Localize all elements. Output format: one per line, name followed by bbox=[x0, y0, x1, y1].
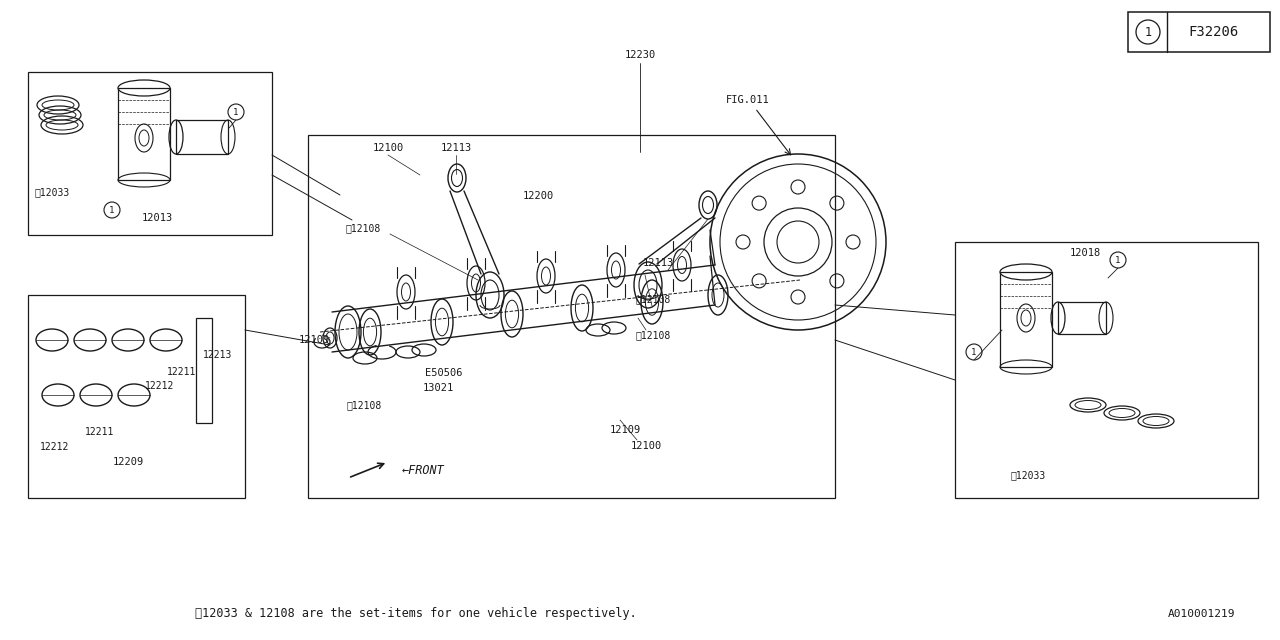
Bar bbox=[1059, 302, 1106, 334]
Text: 12212: 12212 bbox=[146, 381, 174, 391]
Text: ※12033: ※12033 bbox=[1010, 470, 1046, 480]
Text: 1: 1 bbox=[972, 348, 977, 356]
Bar bbox=[196, 318, 212, 423]
Text: 12211: 12211 bbox=[168, 367, 197, 377]
Bar bbox=[1128, 12, 1270, 52]
Text: 12109: 12109 bbox=[298, 335, 330, 345]
Text: 1: 1 bbox=[233, 108, 238, 116]
Text: ※12108: ※12108 bbox=[635, 330, 671, 340]
Text: ←FRONT: ←FRONT bbox=[402, 463, 444, 477]
Text: 1: 1 bbox=[1115, 255, 1121, 264]
Text: 12200: 12200 bbox=[522, 191, 554, 201]
Bar bbox=[1000, 272, 1052, 367]
Text: 13021: 13021 bbox=[422, 383, 453, 393]
Text: F32206: F32206 bbox=[1188, 25, 1238, 39]
Bar bbox=[177, 120, 228, 154]
Text: 12113: 12113 bbox=[643, 258, 673, 268]
Text: 12100: 12100 bbox=[630, 441, 662, 451]
Text: 12213: 12213 bbox=[204, 350, 233, 360]
Text: 12211: 12211 bbox=[86, 427, 115, 437]
Text: 12018: 12018 bbox=[1069, 248, 1101, 258]
Text: 12212: 12212 bbox=[40, 442, 69, 452]
Text: ※12108: ※12108 bbox=[347, 400, 381, 410]
Text: 12209: 12209 bbox=[113, 457, 143, 467]
Text: ※12108: ※12108 bbox=[346, 223, 380, 233]
Text: 12013: 12013 bbox=[141, 213, 173, 223]
Text: E50506: E50506 bbox=[425, 368, 463, 378]
Text: ※12033: ※12033 bbox=[35, 187, 69, 197]
Text: A010001219: A010001219 bbox=[1167, 609, 1235, 619]
Text: 12100: 12100 bbox=[372, 143, 403, 153]
Text: ※12033 & 12108 are the set-items for one vehicle respectively.: ※12033 & 12108 are the set-items for one… bbox=[195, 607, 636, 621]
Text: FIG.011: FIG.011 bbox=[726, 95, 769, 105]
Text: 1: 1 bbox=[109, 205, 115, 214]
Text: 12109: 12109 bbox=[609, 425, 640, 435]
Bar bbox=[118, 88, 170, 180]
Text: 12230: 12230 bbox=[625, 50, 655, 60]
Text: ※12108: ※12108 bbox=[635, 294, 671, 304]
Text: 1: 1 bbox=[1144, 26, 1152, 38]
Text: 12113: 12113 bbox=[440, 143, 471, 153]
